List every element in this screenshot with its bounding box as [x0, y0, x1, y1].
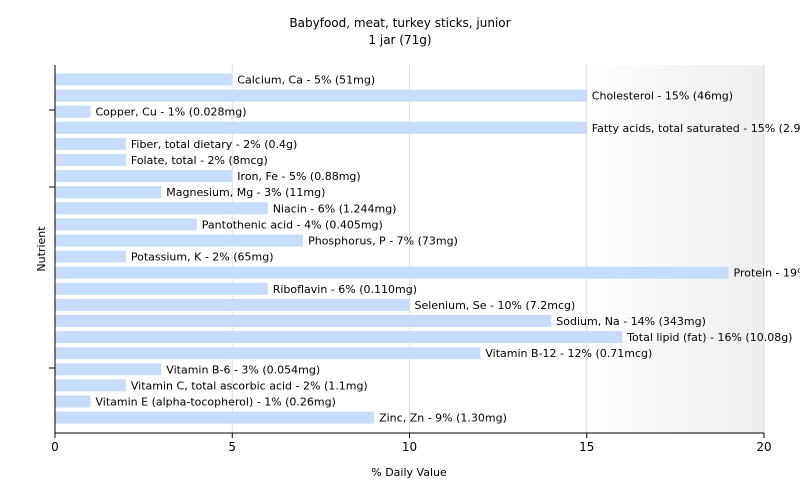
bar-label: Sodium, Na - 14% (343mg): [556, 315, 706, 328]
chart-subtitle: 1 jar (71g): [368, 33, 431, 47]
chart-title: Babyfood, meat, turkey sticks, junior: [289, 16, 510, 30]
bar: [55, 411, 375, 424]
x-axis-label: % Daily Value: [371, 466, 447, 479]
bar-label: Fiber, total dietary - 2% (0.4g): [131, 138, 297, 151]
bar-label: Vitamin C, total ascorbic acid - 2% (1.1…: [131, 379, 368, 392]
bar-label: Niacin - 6% (1.244mg): [273, 202, 397, 215]
bar: [55, 282, 268, 295]
bar-label: Calcium, Ca - 5% (51mg): [237, 74, 375, 87]
x-tick-label: 10: [402, 440, 417, 454]
bar-label: Total lipid (fat) - 16% (10.08g): [626, 331, 792, 344]
bar: [55, 202, 268, 215]
bar: [55, 73, 233, 86]
bar: [55, 395, 91, 408]
bar: [55, 89, 587, 102]
bar: [55, 186, 162, 199]
bar: [55, 234, 304, 247]
bar: [55, 137, 126, 150]
bar: [55, 298, 410, 311]
bar-label: Selenium, Se - 10% (7.2mcg): [415, 299, 576, 312]
bar-label: Vitamin E (alpha-tocopherol) - 1% (0.26m…: [96, 396, 336, 409]
bar-label: Folate, total - 2% (8mcg): [131, 154, 268, 167]
bar: [55, 250, 126, 263]
bar: [55, 218, 197, 231]
y-axis-label: Nutrient: [35, 226, 48, 272]
x-tick-label: 5: [228, 440, 236, 454]
bar-label: Pantothenic acid - 4% (0.405mg): [202, 218, 383, 231]
bar-label: Riboflavin - 6% (0.110mg): [273, 283, 417, 296]
bar-label: Protein - 19% (9.73g): [734, 267, 800, 280]
bar-label: Cholesterol - 15% (46mg): [592, 90, 733, 103]
axes: 0 5 10 15 20: [49, 65, 772, 454]
bar: [55, 379, 126, 392]
bar: [55, 154, 126, 166]
bar: [55, 170, 233, 183]
bar: [55, 363, 162, 376]
bar-label: Phosphorus, P - 7% (73mg): [308, 235, 458, 248]
bar-label: Potassium, K - 2% (65mg): [131, 251, 274, 264]
x-tick-label: 0: [51, 440, 59, 454]
bar-label: Fatty acids, total saturated - 15% (2.94…: [592, 122, 800, 135]
bar-label: Iron, Fe - 5% (0.88mg): [237, 170, 360, 183]
bar: [55, 315, 552, 327]
bar: [55, 121, 587, 134]
bar-label: Vitamin B-12 - 12% (0.71mcg): [485, 347, 652, 360]
bar: [55, 331, 623, 344]
bar-label: Vitamin B-6 - 3% (0.054mg): [166, 363, 320, 376]
bar-label: Zinc, Zn - 9% (1.30mg): [379, 412, 507, 425]
bar-label: Copper, Cu - 1% (0.028mg): [96, 106, 247, 119]
x-tick-label: 15: [579, 440, 594, 454]
bar-label: Magnesium, Mg - 3% (11mg): [166, 186, 325, 199]
bars: Calcium, Ca - 5% (51mg) Cholesterol - 15%…: [55, 73, 800, 425]
x-tick-label: 20: [756, 440, 771, 454]
bar: [55, 105, 91, 118]
bar: [55, 266, 729, 279]
bar: [55, 347, 481, 360]
